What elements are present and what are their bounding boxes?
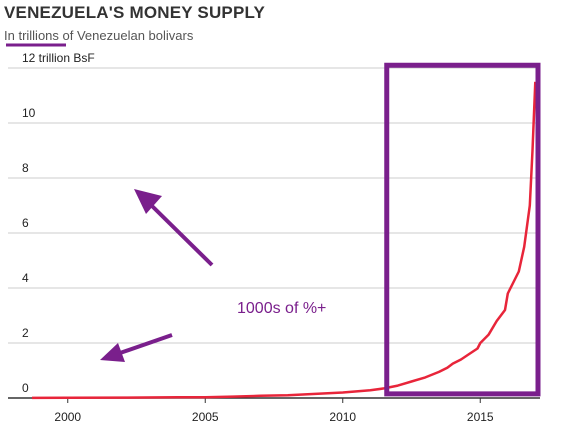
highlight-box — [384, 62, 541, 397]
chart-title: VENEZUELA'S MONEY SUPPLY — [4, 3, 266, 22]
arrow-down-left-icon — [100, 333, 173, 362]
grid-lines — [8, 67, 540, 344]
y-tick-label: 2 — [22, 326, 29, 340]
y-tick-label: 10 — [22, 106, 36, 120]
y-tick-label: 0 — [22, 381, 29, 395]
y-tick-label: 6 — [22, 216, 29, 230]
x-tick-label: 2015 — [466, 410, 494, 424]
chart-subtitle: In trillions of Venezuelan bolivars — [4, 28, 194, 43]
y-tick-label: 12 trillion BsF — [22, 51, 95, 65]
y-tick-label: 4 — [22, 271, 29, 285]
annotation-text: 1000s of %+ — [237, 300, 327, 317]
series-line — [31, 81, 537, 400]
arrow-up-left-icon — [134, 189, 214, 267]
x-tick-label: 2005 — [191, 410, 219, 424]
y-tick-label: 8 — [22, 161, 29, 175]
x-tick-label: 2000 — [54, 410, 82, 424]
x-tick-label: 2010 — [329, 410, 357, 424]
